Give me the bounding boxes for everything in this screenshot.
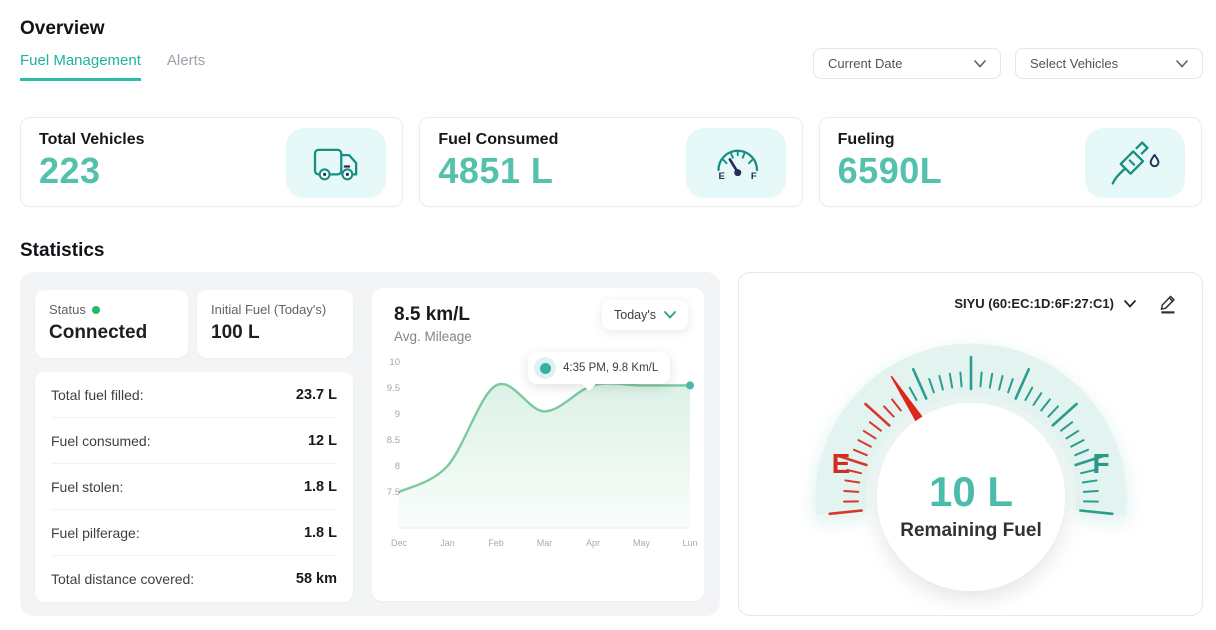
initial-fuel-value: 100 L [211, 322, 260, 343]
total-vehicles-card: Total Vehicles 223 [20, 117, 404, 207]
svg-text:Remaining Fuel: Remaining Fuel [900, 520, 1041, 541]
metric-row: Fuel pilferage: 1.8 L [51, 510, 337, 556]
metric-label: Total distance covered: [51, 571, 195, 587]
svg-text:7.5: 7.5 [387, 487, 400, 498]
select-vehicles-label: Select Vehicles [1030, 56, 1119, 71]
fuel-nozzle-icon [1111, 141, 1160, 185]
svg-text:F: F [751, 171, 757, 182]
tooltip-dot-icon [534, 357, 556, 379]
remaining-fuel-gauge: E F 10 L Remaining Fuel [815, 343, 1127, 591]
kpi-label: Fueling [837, 131, 895, 148]
statistics-panel: Status Connected Initial Fuel (Today's) … [20, 272, 720, 616]
tooltip-text: 4:35 PM, 9.8 Km/L [563, 362, 659, 374]
pencil-icon [1160, 295, 1175, 314]
metric-row: Fuel consumed: 12 L [51, 418, 337, 464]
kpi-label: Total Vehicles [39, 131, 145, 148]
metric-label: Fuel stolen: [51, 478, 124, 495]
range-label: Today's [614, 308, 656, 322]
svg-text:8: 8 [395, 461, 400, 472]
range-dropdown[interactable]: Today's [602, 300, 688, 330]
svg-text:8.5: 8.5 [387, 435, 400, 446]
device-dropdown[interactable]: SIYU (60:EC:1D:6F:27:C1) [954, 296, 1136, 311]
icon-box: E F [685, 128, 786, 198]
svg-text:10 L: 10 L [929, 468, 1013, 515]
current-date-label: Current Date [828, 56, 903, 71]
page-title: Overview [20, 18, 105, 39]
truck-icon [314, 148, 358, 181]
icon-box [286, 128, 387, 198]
statistics-title: Statistics [20, 240, 105, 261]
edit-button[interactable] [1158, 293, 1178, 314]
gauge-header: SIYU (60:EC:1D:6F:27:C1) [954, 293, 1178, 314]
metric-value: 12 L [307, 432, 337, 449]
kpi-label: Fuel Consumed [438, 131, 559, 148]
kpi-value: 223 [39, 150, 101, 191]
mileage-line-chart: 10 9.5 9 8.5 8 7.5 Dec Jan Feb Mar Apr May Lun [387, 357, 698, 548]
svg-text:Jan: Jan [440, 538, 455, 548]
initial-fuel-card: Initial Fuel (Today's) 100 L [197, 290, 353, 358]
kpi-value: 6590L [837, 150, 943, 191]
tab-fuel-management[interactable]: Fuel Management [20, 52, 141, 81]
svg-text:10: 10 [389, 357, 400, 368]
status-dot-icon [91, 305, 100, 314]
metric-row: Total distance covered: 58 km [51, 556, 337, 602]
metric-label: Fuel consumed: [51, 432, 151, 449]
chart-tooltip: 4:35 PM, 9.8 Km/L [528, 352, 671, 384]
fueling-card: Fueling 6590L [818, 117, 1202, 207]
chevron-down-icon [1176, 59, 1188, 68]
svg-text:May: May [633, 538, 651, 548]
svg-text:E: E [718, 171, 725, 182]
filter-bar: Current Date Select Vehicles [813, 48, 1203, 79]
chevron-down-icon [664, 311, 676, 319]
tab-alerts[interactable]: Alerts [166, 52, 206, 69]
metric-row: Fuel stolen: 1.8 L [51, 464, 337, 510]
avg-mileage-value: 8.5 km/L [394, 304, 471, 325]
chevron-down-icon [1124, 299, 1136, 308]
svg-text:F: F [1092, 448, 1109, 479]
kpi-cards: Total Vehicles 223 Fuel Consumed 4851 L [20, 117, 1202, 207]
metric-value: 1.8 L [303, 524, 337, 541]
remaining-fuel-panel: SIYU (60:EC:1D:6F:27:C1) E F 10 L Remaining… [738, 272, 1203, 616]
status-card: Status Connected [35, 290, 188, 358]
initial-fuel-label: Initial Fuel (Today's) [211, 302, 327, 317]
metric-row: Total fuel filled: 23.7 L [51, 372, 337, 418]
device-name: SIYU (60:EC:1D:6F:27:C1) [954, 296, 1114, 311]
svg-text:Mar: Mar [537, 538, 553, 548]
status-label-text: Status [49, 302, 86, 317]
svg-text:Lun: Lun [682, 538, 697, 548]
fuel-consumed-card: Fuel Consumed 4851 L E F [419, 117, 803, 207]
metrics-card: Total fuel filled: 23.7 L Fuel consumed:… [35, 372, 353, 602]
metric-value: 1.8 L [303, 478, 337, 495]
chart-header: 8.5 km/L Avg. Mileage [394, 304, 472, 344]
chevron-down-icon [974, 59, 986, 68]
status-label: Status [49, 302, 174, 317]
kpi-value: 4851 L [438, 150, 554, 191]
svg-text:9: 9 [395, 409, 400, 420]
status-value: Connected [49, 322, 148, 343]
icon-box [1084, 128, 1185, 198]
mini-cards: Status Connected Initial Fuel (Today's) … [35, 290, 353, 358]
avg-mileage-label: Avg. Mileage [394, 329, 472, 344]
svg-text:Apr: Apr [586, 538, 600, 548]
svg-text:E: E [832, 448, 851, 479]
svg-text:9.5: 9.5 [387, 383, 400, 394]
metric-value: 23.7 L [295, 386, 337, 403]
select-vehicles-dropdown[interactable]: Select Vehicles [1015, 48, 1203, 79]
tab-bar: Fuel Management Alerts [20, 52, 205, 81]
metric-label: Fuel pilferage: [51, 524, 140, 541]
fuel-gauge-icon: E F [717, 149, 758, 182]
current-date-dropdown[interactable]: Current Date [813, 48, 1001, 79]
svg-text:Feb: Feb [488, 538, 504, 548]
mileage-chart-card: 8.5 km/L Avg. Mileage Today's 4:35 PM, 9… [372, 288, 704, 601]
svg-text:Dec: Dec [391, 538, 408, 548]
metric-label: Total fuel filled: [51, 386, 144, 403]
metric-value: 58 km [295, 571, 337, 587]
